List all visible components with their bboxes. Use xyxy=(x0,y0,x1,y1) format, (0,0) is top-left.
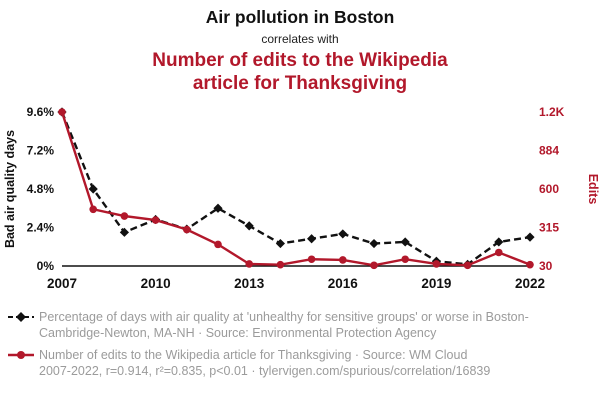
red-line-circle-legend-icon xyxy=(8,351,34,360)
svg-text:1.2K: 1.2K xyxy=(539,105,565,119)
svg-text:2019: 2019 xyxy=(421,276,451,291)
chart: 0% 2.4% 4.8% 7.2% 9.6% 30 315 600 884 1.2K 2007 201… xyxy=(0,100,600,305)
legend-item-air-quality: Percentage of days with air quality at '… xyxy=(8,309,592,342)
legend-text-air-quality: Percentage of days with air quality at '… xyxy=(39,309,529,340)
legend-text-edits-block: Number of edits to the Wikipedia article… xyxy=(39,347,490,380)
correlated-variable-title: Number of edits to the Wikipedia article… xyxy=(152,50,448,94)
diamond-dashed-legend-icon xyxy=(8,311,34,322)
stats-citation-text: 2007-2022, r=0.914, r²=0.835, p<0.01 · t… xyxy=(39,364,491,379)
footer: Percentage of days with air quality at '… xyxy=(0,305,600,380)
svg-text:7.2%: 7.2% xyxy=(27,143,55,157)
svg-text:4.8%: 4.8% xyxy=(27,182,55,196)
svg-text:315: 315 xyxy=(539,220,559,234)
header: Air pollution in Boston correlates with … xyxy=(0,0,600,96)
correlates-with-label: correlates with xyxy=(261,32,339,46)
svg-text:2022: 2022 xyxy=(515,276,545,291)
chart-svg: 0% 2.4% 4.8% 7.2% 9.6% 30 315 600 884 1.2K 2007 201… xyxy=(3,105,600,291)
legend-item-edits: Number of edits to the Wikipedia article… xyxy=(8,347,592,380)
svg-text:2.4%: 2.4% xyxy=(27,220,55,234)
legend-text-edits: Number of edits to the Wikipedia article… xyxy=(39,348,468,363)
page-title: Air pollution in Boston xyxy=(205,7,395,27)
svg-text:2010: 2010 xyxy=(141,276,171,291)
svg-text:Bad air quality days: Bad air quality days xyxy=(3,130,17,248)
svg-text:Edits: Edits xyxy=(586,173,600,204)
svg-text:30: 30 xyxy=(539,259,553,273)
svg-text:2013: 2013 xyxy=(234,276,265,291)
svg-text:0%: 0% xyxy=(37,259,55,273)
svg-text:9.6%: 9.6% xyxy=(27,105,55,119)
svg-text:600: 600 xyxy=(539,182,559,196)
svg-text:884: 884 xyxy=(539,143,559,157)
svg-text:2016: 2016 xyxy=(328,276,359,291)
svg-text:2007: 2007 xyxy=(47,276,77,291)
